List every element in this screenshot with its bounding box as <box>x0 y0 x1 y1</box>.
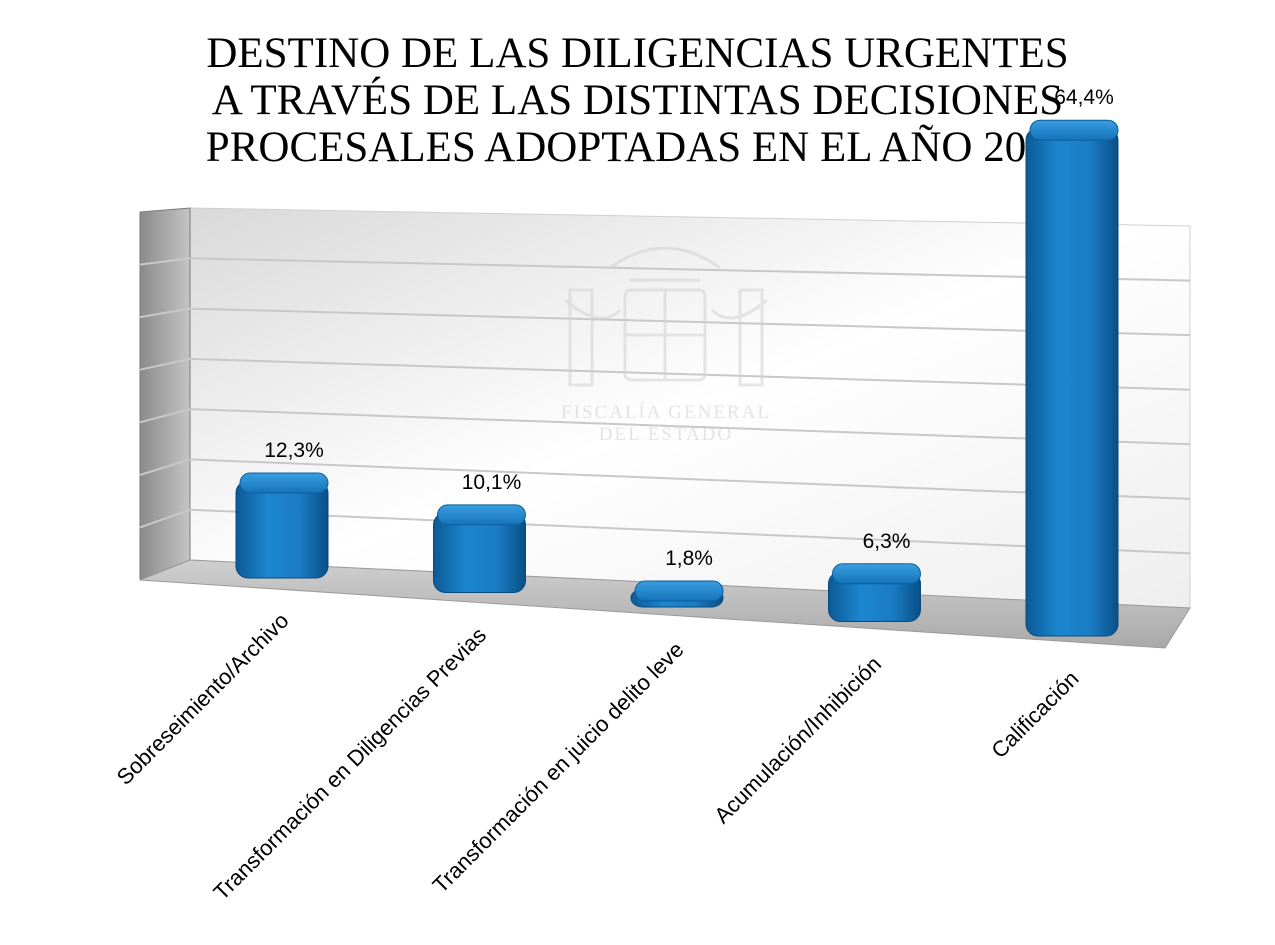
gridline <box>139 508 1191 555</box>
bar-1 <box>235 472 329 579</box>
value-label-2: 10,1% <box>462 471 522 494</box>
gridline <box>139 257 1191 282</box>
category-label-4: Acumulación/Inhibición <box>709 651 886 828</box>
category-label-3: Transformación en juicio delito leve <box>428 637 689 898</box>
chart-title-line-3: PROCESALES ADOPTADAS EN EL AÑO 2023 <box>205 124 1070 171</box>
category-labels: Sobreseimiento/Archivo Transformación en … <box>112 608 1084 905</box>
chart-title: DESTINO DE LAS DILIGENCIAS URGENTES A TR… <box>0 30 1275 171</box>
watermark-line-2: DEL ESTADO <box>599 424 733 445</box>
gridline <box>139 307 1191 337</box>
bar-top-face <box>239 472 329 494</box>
category-label-5: Calificación <box>986 666 1083 763</box>
gridlines <box>139 257 1191 555</box>
coat-of-arms-icon <box>564 246 768 387</box>
gridline <box>139 408 1191 446</box>
value-label-5: 64,4% <box>1054 86 1114 109</box>
bars <box>235 119 1119 637</box>
value-label-4: 6,3% <box>863 530 911 553</box>
value-labels: 12,3% 10,1% 1,8% 6,3% 64,4% <box>264 86 1114 570</box>
bar-5 <box>1025 119 1119 637</box>
chart-title-line-2: A TRAVÉS DE LAS DISTINTAS DECISIONES <box>211 77 1064 124</box>
watermark-line-1: FISCALÍA GENERAL <box>561 401 771 423</box>
bar-2 <box>433 504 526 594</box>
bar-front <box>235 480 329 579</box>
category-label-1: Sobreseimiento/Archivo <box>112 608 294 790</box>
bar-front <box>1025 127 1119 637</box>
gridline <box>139 357 1191 391</box>
bar-top-face <box>634 580 724 602</box>
value-label-3: 1,8% <box>665 547 713 570</box>
bar-top-face <box>1029 119 1119 141</box>
chart-title-line-1: DESTINO DE LAS DILIGENCIAS URGENTES <box>206 30 1069 77</box>
fiscalia-seal-watermark: FISCALÍA GENERAL DEL ESTADO <box>561 246 771 445</box>
bar-top-face <box>832 563 921 585</box>
bar-top-face <box>437 504 526 526</box>
bar-4 <box>828 563 921 622</box>
bar-3 <box>630 580 724 608</box>
value-label-1: 12,3% <box>264 439 324 462</box>
gridline <box>139 458 1191 500</box>
